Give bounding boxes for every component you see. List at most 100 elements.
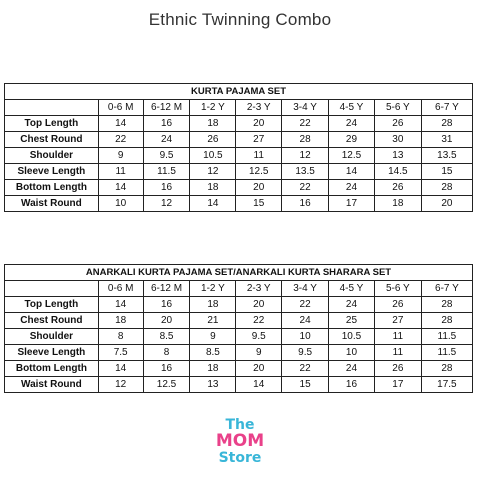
measurement-value: 28: [281, 131, 330, 148]
measurement-value: 13: [373, 147, 422, 164]
size-column-header: 0-6 M: [97, 99, 144, 116]
size-column-header: 1-2 Y: [189, 99, 237, 116]
measurement-value: 20: [235, 296, 283, 313]
measurement-label: Shoulder: [4, 328, 99, 345]
measurement-value: 8.5: [142, 328, 191, 345]
measurement-value: 12.5: [235, 163, 283, 180]
measurement-value: 14: [97, 296, 144, 313]
measurement-value: 14.5: [373, 163, 422, 180]
measurement-value: 14: [189, 195, 237, 212]
measurement-label: Waist Round: [4, 376, 99, 393]
measurement-value: 18: [189, 115, 237, 132]
measurement-value: 18: [97, 312, 144, 329]
measurement-value: 31: [420, 131, 474, 148]
measurement-value: 20: [235, 179, 283, 196]
table-row: Sleeve Length 7.5 8 8.5 9 9.5 10 11 11.5: [4, 344, 474, 361]
measurement-value: 24: [142, 131, 191, 148]
measurement-value: 24: [281, 312, 330, 329]
size-column-header: 3-4 Y: [281, 99, 330, 116]
measurement-value: 10: [328, 344, 375, 361]
measurement-value: 16: [328, 376, 375, 393]
measurement-label: Top Length: [4, 296, 99, 313]
measurement-value: 12: [281, 147, 330, 164]
measurement-value: 27: [235, 131, 283, 148]
size-header-row: 0-6 M 6-12 M 1-2 Y 2-3 Y 3-4 Y 4-5 Y 5-6 Y 6-7 …: [4, 99, 474, 116]
measurement-label: Shoulder: [4, 147, 99, 164]
measurement-label: Chest Round: [4, 131, 99, 148]
measurement-value: 21: [189, 312, 237, 329]
measurement-value: 7.5: [97, 344, 144, 361]
measurement-value: 13.5: [281, 163, 330, 180]
the-mom-store-logo: The MOM Store: [0, 418, 480, 465]
measurement-value: 16: [142, 115, 191, 132]
measurement-value: 29: [328, 131, 375, 148]
measurement-value: 22: [281, 115, 330, 132]
measurement-value: 30: [373, 131, 422, 148]
logo-line-mom: MOM: [215, 431, 265, 451]
table-caption: ANARKALI KURTA PAJAMA SET/ANARKALI KURTA…: [4, 264, 473, 281]
measurement-value: 10.5: [328, 328, 375, 345]
measurement-value: 22: [281, 360, 330, 377]
measurement-value: 11: [373, 328, 422, 345]
size-column-header: 6-7 Y: [420, 99, 474, 116]
measurement-value: 10: [281, 328, 330, 345]
measurement-value: 8.5: [189, 344, 237, 361]
measurement-value: 11: [373, 344, 422, 361]
size-column-header: 5-6 Y: [373, 280, 422, 297]
size-column-header: 4-5 Y: [328, 280, 375, 297]
measurement-label: Chest Round: [4, 312, 99, 329]
measurement-value: 16: [281, 195, 330, 212]
measurement-value: 26: [373, 296, 422, 313]
measurement-value: 26: [373, 360, 422, 377]
measurement-value: 15: [281, 376, 330, 393]
measurement-value: 12: [97, 376, 144, 393]
size-header-row: 0-6 M 6-12 M 1-2 Y 2-3 Y 3-4 Y 4-5 Y 5-6 Y 6-7 …: [4, 280, 474, 297]
measurement-value: 20: [142, 312, 191, 329]
measurement-value: 24: [328, 179, 375, 196]
table-row: Sleeve Length 11 11.5 12 12.5 13.5 14 14.5 15: [4, 163, 474, 180]
measurement-value: 13.5: [420, 147, 474, 164]
measurement-value: 16: [142, 360, 191, 377]
table-row: Shoulder 8 8.5 9 9.5 10 10.5 11 11.5: [4, 328, 474, 345]
measurement-value: 20: [235, 115, 283, 132]
measurement-value: 12: [142, 195, 191, 212]
measurement-value: 20: [420, 195, 474, 212]
logo-line-the: The: [225, 417, 255, 433]
size-column-header: 6-12 M: [142, 280, 191, 297]
measurement-value: 15: [235, 195, 283, 212]
measurement-value: 14: [97, 179, 144, 196]
measurement-value: 16: [142, 179, 191, 196]
measurement-value: 24: [328, 360, 375, 377]
measurement-value: 20: [235, 360, 283, 377]
table-row: Waist Round 12 12.5 13 14 15 16 17 17.5: [4, 376, 474, 393]
measurement-value: 26: [189, 131, 237, 148]
measurement-label: Sleeve Length: [4, 163, 99, 180]
table-row: Shoulder 9 9.5 10.5 11 12 12.5 13 13.5: [4, 147, 474, 164]
size-column-header: 0-6 M: [97, 280, 144, 297]
size-column-header: 1-2 Y: [189, 280, 237, 297]
measurement-value: 18: [373, 195, 422, 212]
measurement-value: 24: [328, 296, 375, 313]
measurement-value: 28: [420, 115, 474, 132]
size-column-header: 2-3 Y: [235, 280, 283, 297]
measurement-value: 28: [420, 360, 474, 377]
measurement-value: 9: [189, 328, 237, 345]
measurement-value: 28: [420, 296, 474, 313]
measurement-label: Bottom Length: [4, 360, 99, 377]
measurement-value: 18: [189, 296, 237, 313]
measurement-value: 18: [189, 360, 237, 377]
table-row: Waist Round 10 12 14 15 16 17 18 20: [4, 195, 474, 212]
measurement-value: 17: [373, 376, 422, 393]
size-column-header: 3-4 Y: [281, 280, 330, 297]
size-column-header: 5-6 Y: [373, 99, 422, 116]
table-row: Top Length 14 16 18 20 22 24 26 28: [4, 296, 474, 313]
measurement-value: 28: [420, 312, 474, 329]
measurement-value: 13: [189, 376, 237, 393]
measurement-value: 25: [328, 312, 375, 329]
measurement-value: 22: [235, 312, 283, 329]
measurement-value: 11.5: [420, 328, 474, 345]
header-corner-cell: [4, 99, 99, 116]
measurement-value: 28: [420, 179, 474, 196]
table-row: Chest Round 18 20 21 22 24 25 27 28: [4, 312, 474, 329]
measurement-value: 17: [328, 195, 375, 212]
